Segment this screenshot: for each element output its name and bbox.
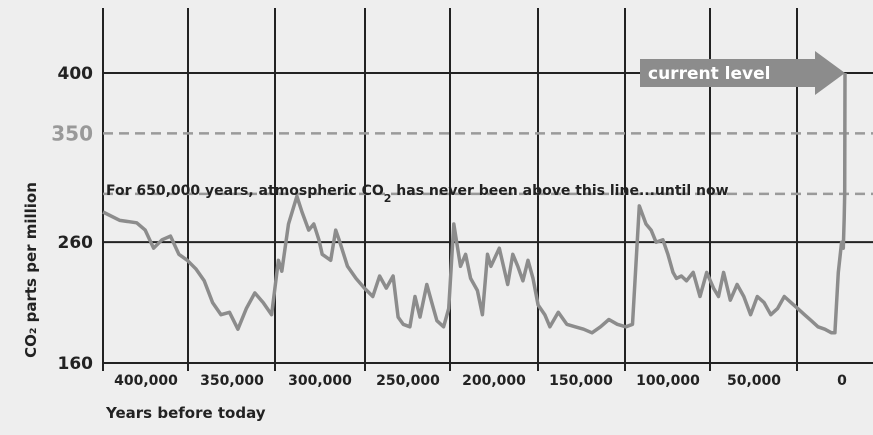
axis-labels: Years before today CO₂ parts per million F… <box>22 182 729 422</box>
y-tick-label-160: 160 <box>58 354 94 374</box>
annotation-text: For 650,000 years, atmospheric CO2 has n… <box>106 183 729 205</box>
x-tick-label-150000: 150,000 <box>549 373 613 389</box>
series-layer <box>102 72 847 335</box>
x-tick-label-0: 0 <box>837 373 847 389</box>
x-tick-label-400000: 400,000 <box>114 373 178 389</box>
x-tick-label-300000: 300,000 <box>288 373 352 389</box>
x-axis-title: Years before today <box>105 404 266 422</box>
x-tick-label-50000: 50,000 <box>727 373 781 389</box>
arrow-shape <box>640 51 845 95</box>
x-tick-label-250000: 250,000 <box>376 373 440 389</box>
y-axis-title: CO₂ parts per million <box>22 182 40 358</box>
reference-lines <box>103 132 873 196</box>
arrow-label: current level <box>648 64 770 84</box>
x-tick-label-100000: 100,000 <box>636 373 700 389</box>
x-tick-labels: 400,000 350,000 300,000 250,000 200,000 150,0… <box>114 373 847 389</box>
y-tick-labels: 160 260 400 350 <box>51 64 93 374</box>
y-tick-label-400: 400 <box>58 64 94 84</box>
x-tick-label-200000: 200,000 <box>462 373 526 389</box>
y-tick-label-260: 260 <box>58 233 94 253</box>
y-tick-label-350: 350 <box>51 121 93 145</box>
x-tick-label-350000: 350,000 <box>200 373 264 389</box>
co2-series-line <box>102 72 847 335</box>
current-level-arrow: current level <box>640 51 845 95</box>
